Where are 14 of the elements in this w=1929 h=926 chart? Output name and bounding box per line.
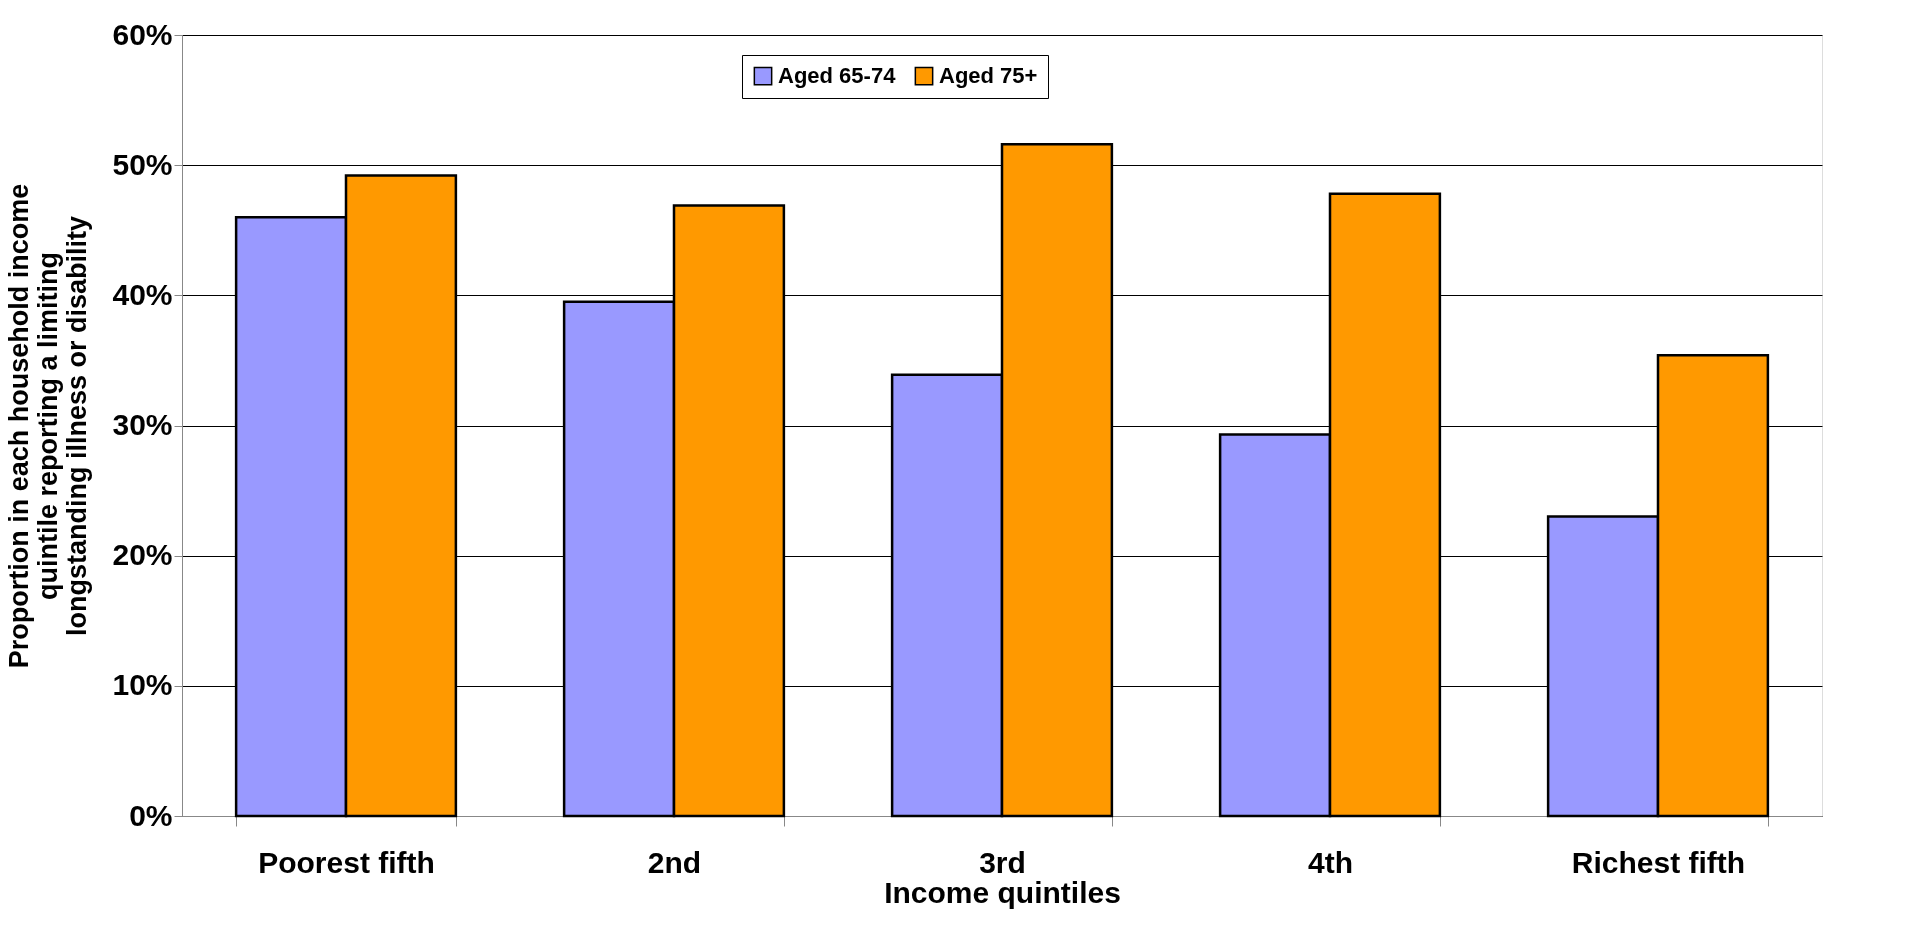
x-tick-label: Richest fifth — [1571, 845, 1746, 879]
x-tick-label: Poorest fifth — [258, 845, 435, 879]
y-tick-label: 50% — [112, 147, 173, 181]
y-tick-label: 10% — [112, 668, 173, 702]
y-tick-label: 0% — [129, 798, 173, 832]
x-tick-label: 2nd — [647, 845, 702, 879]
y-tick-label: 30% — [112, 408, 173, 441]
y-tick-label: 20% — [112, 538, 173, 572]
y-tick-label: 60% — [112, 17, 173, 51]
legend-label: Aged 75+ — [939, 63, 1038, 89]
legend-label: Aged 65-74 — [778, 63, 897, 89]
y-tick-label: 40% — [112, 277, 173, 311]
x-tick-label: 4th — [1308, 845, 1353, 879]
y-axis-title: Proportion in each household income quintile reporting a limiting longstanding illness or disability — [4, 183, 93, 669]
